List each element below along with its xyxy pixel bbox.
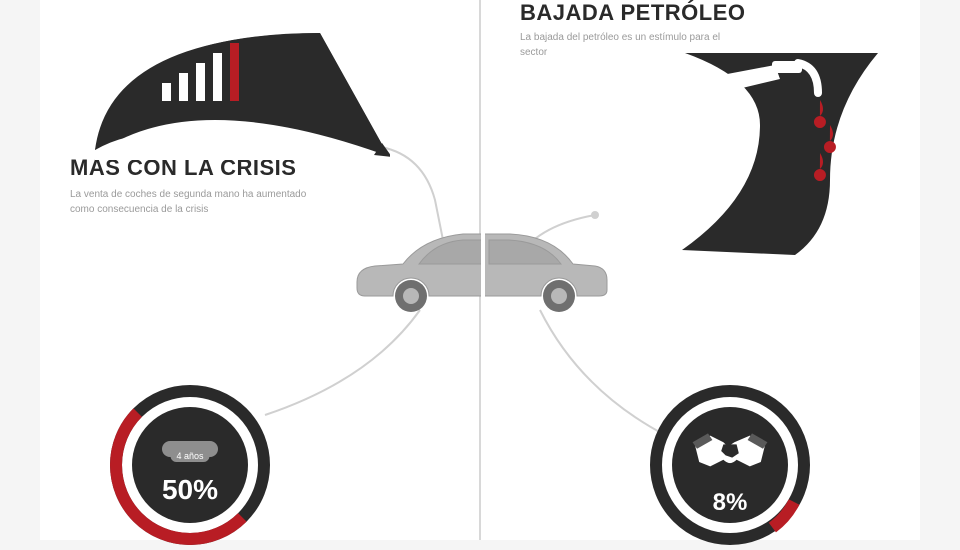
crisis-wedge-icon xyxy=(90,25,390,160)
petro-wedge-icon xyxy=(680,45,910,260)
petro-section: BAJADA PETRÓLEO La bajada del petróleo e… xyxy=(520,0,900,60)
petro-title: BAJADA PETRÓLEO xyxy=(520,0,900,26)
car-icon xyxy=(345,220,615,320)
donut-left: 4 años 50% xyxy=(110,385,270,550)
donut-right-big-label: 8% xyxy=(713,489,748,516)
crisis-section: MÁS CON LA CRISIS La venta de coches de … xyxy=(70,20,440,217)
infographic-canvas: MÁS CON LA CRISIS La venta de coches de … xyxy=(40,0,920,540)
donut-left-small-label: 4 años xyxy=(170,450,209,462)
donut-right: 8% xyxy=(650,385,810,550)
crisis-subtitle: La venta de coches de segunda mano ha au… xyxy=(70,187,330,217)
donut-left-big-label: 50% xyxy=(162,474,218,505)
